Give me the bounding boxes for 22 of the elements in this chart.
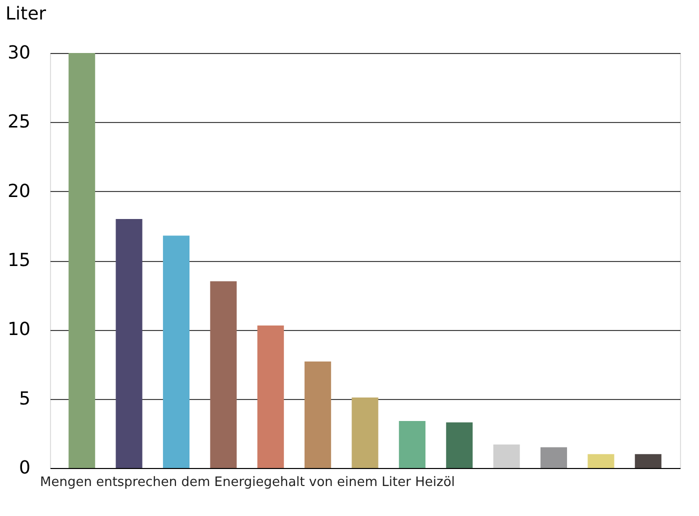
bar (257, 326, 284, 468)
y-tick-label: 0 (19, 458, 30, 478)
y-tick-label: 20 (8, 180, 30, 202)
y-tick-label: 10 (8, 319, 30, 340)
bar (493, 444, 520, 468)
y-tick-label: 5 (19, 388, 30, 410)
bar (398, 420, 426, 468)
bar (210, 281, 237, 468)
bar (68, 53, 96, 468)
y-tick-label: 25 (8, 112, 30, 133)
y-tick-label: 15 (8, 250, 30, 271)
bar (116, 219, 142, 468)
text: Mengen entsprechen dem Energiegehalt von einem Liter Heizöl (40, 475, 455, 490)
bar (304, 361, 332, 468)
bar (540, 447, 568, 468)
bar (162, 236, 190, 468)
bar (352, 397, 378, 468)
y-axis-title: Liter (6, 4, 47, 24)
y-tick-label: 30 (8, 42, 30, 64)
bar (588, 454, 614, 468)
bar (446, 422, 473, 468)
bar (634, 454, 662, 468)
